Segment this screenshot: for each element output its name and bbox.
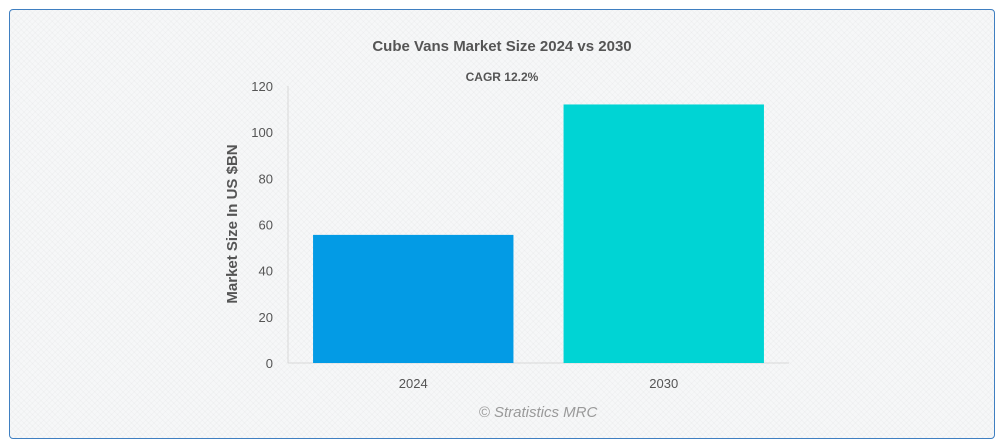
bar-2030[interactable] (563, 104, 764, 363)
bar-2024[interactable] (313, 234, 514, 363)
y-tick-label: 20 (259, 310, 273, 325)
y-tick-label: 80 (259, 171, 273, 186)
chart-title: Cube Vans Market Size 2024 vs 2030 (372, 38, 631, 55)
y-tick-label: 0 (266, 356, 273, 371)
y-tick-labels: 0 20 40 60 80 100 120 (251, 79, 273, 371)
y-tick-label: 100 (251, 125, 273, 140)
credit-watermark: © Stratistics MRC (479, 404, 598, 421)
chart-card (9, 9, 995, 439)
x-tick-label: 2030 (649, 376, 678, 391)
cagr-annotation: CAGR 12.2% (466, 70, 539, 84)
y-tick-label: 120 (251, 79, 273, 94)
x-tick-label: 2024 (399, 376, 428, 391)
y-tick-label: 60 (259, 218, 273, 233)
y-axis-label: Market Size In US $BN (224, 144, 241, 303)
y-tick-label: 40 (259, 264, 273, 279)
x-tick-labels: 2024 2030 (399, 376, 678, 391)
bars (313, 104, 764, 363)
